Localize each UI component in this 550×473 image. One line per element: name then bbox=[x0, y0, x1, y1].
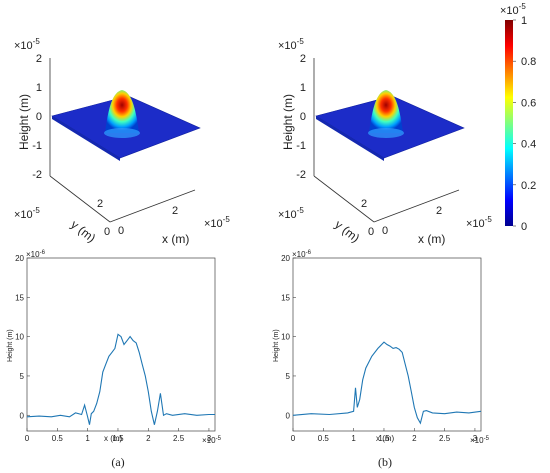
x-label-b: x (m) bbox=[418, 232, 445, 246]
z-tick-a: -2 bbox=[32, 169, 42, 181]
surface-peak-base-b bbox=[368, 128, 404, 138]
x-tick-a: 0 bbox=[118, 225, 124, 237]
x-tick-label-a: 2.5 bbox=[173, 434, 185, 443]
y-tick-a: 0 bbox=[104, 226, 110, 238]
profile-axes-a: 20 15 10 5 0 0 0.5 1 1.5 2 2.5 3 bbox=[15, 254, 216, 443]
y-tick-b: 0 bbox=[368, 226, 374, 238]
x-tick-label-a: 0 bbox=[25, 434, 30, 443]
y-tick-label-a: 20 bbox=[15, 254, 24, 263]
x-tick-b: 2 bbox=[436, 205, 442, 217]
y-tick-label-a: 10 bbox=[15, 333, 24, 342]
caption-b: (b) bbox=[378, 455, 392, 469]
colorbar-tick-label: 0.8 bbox=[521, 56, 536, 68]
z-label-b: Height (m) bbox=[281, 94, 295, 150]
z-exponent-a: ×10-5 bbox=[14, 37, 40, 52]
profile-line-a bbox=[26, 333, 215, 425]
x-tick-label-b: 3 bbox=[473, 434, 478, 443]
x-tick-label-b: 2.5 bbox=[439, 434, 451, 443]
colorbar-exponent: ×10-5 bbox=[500, 2, 526, 17]
x-tick-label-b: 2 bbox=[412, 434, 417, 443]
colorbar-tick-label: 1 bbox=[521, 15, 527, 27]
profile-plot-b: ×10-6 Height (m) x (m) ×10-5 20 15 10 5 0 0 0.… bbox=[273, 250, 490, 445]
x-tick-label-a: 3 bbox=[207, 434, 212, 443]
x-tick-label-a: 0.5 bbox=[52, 434, 64, 443]
y-label-b: y (m) bbox=[332, 217, 362, 245]
plot-frame-a bbox=[26, 257, 216, 432]
x-axis-b bbox=[373, 189, 460, 223]
x-exponent-profile-a: ×10-5 bbox=[202, 436, 222, 445]
profile-axes-b: 20 15 10 5 0 0 0.5 1 1.5 2 2.5 3 bbox=[281, 254, 482, 443]
y-tick-label-b: 0 bbox=[286, 411, 291, 420]
x-tick-label-a: 2 bbox=[146, 434, 151, 443]
z-tick-b: 0 bbox=[300, 111, 306, 123]
colorbar-tick-label: 0.2 bbox=[521, 180, 536, 192]
profile-plot-a: ×10-6 Height (m) x (m) ×10-5 20 15 10 5 0 0 0.… bbox=[7, 250, 222, 445]
y-axis-a bbox=[49, 175, 111, 223]
surface-peak-b bbox=[369, 90, 403, 133]
surface-peak-base-a bbox=[104, 128, 140, 138]
x-exponent-profile-b: ×10-5 bbox=[470, 436, 490, 445]
z-tick-b: -1 bbox=[296, 140, 306, 152]
x-label-profile-b: x (m) bbox=[376, 434, 395, 443]
y-tick-label-a: 0 bbox=[20, 411, 25, 420]
colorbar-gradient bbox=[505, 20, 513, 226]
x-axis-a bbox=[109, 189, 196, 223]
caption-a: (a) bbox=[111, 455, 124, 469]
plot-frame-b bbox=[292, 257, 482, 432]
colorbar-tick-label: 0.4 bbox=[521, 139, 536, 151]
y-axis-b bbox=[313, 175, 375, 223]
y-tick-a: 2 bbox=[97, 198, 103, 210]
z-tick-a: 1 bbox=[36, 82, 42, 94]
y-tick-label-b: 5 bbox=[286, 372, 291, 381]
x-exponent-a: ×10-5 bbox=[204, 215, 230, 230]
colorbar-tick-label: 0 bbox=[521, 221, 527, 233]
y-label-profile-a: Height (m) bbox=[7, 329, 14, 362]
x-tick-b: 0 bbox=[382, 225, 388, 237]
x-tick-label-a: 1 bbox=[85, 434, 90, 443]
z-tick-b: 1 bbox=[300, 82, 306, 94]
colorbar-ticks: 1 0.8 0.6 0.4 0.2 0 bbox=[513, 15, 536, 233]
surface-peak-a bbox=[105, 90, 139, 133]
z-label-a: Height (m) bbox=[17, 94, 31, 150]
z-tick-a: 2 bbox=[36, 53, 42, 65]
x-label-profile-a: x (m) bbox=[104, 434, 123, 443]
x-label-a: x (m) bbox=[162, 232, 189, 246]
surface-edge-a bbox=[52, 116, 120, 161]
x-tick-a: 2 bbox=[172, 205, 178, 217]
z-tick-a: -1 bbox=[32, 140, 42, 152]
x-tick-label-b: 1 bbox=[351, 434, 356, 443]
z-exponent-b: ×10-5 bbox=[278, 37, 304, 52]
y-label-a: y (m) bbox=[68, 217, 98, 245]
y-tick-label-b: 15 bbox=[281, 293, 290, 302]
y-tick-label-a: 15 bbox=[15, 293, 24, 302]
colorbar-tick-label: 0.6 bbox=[521, 97, 536, 109]
z-tick-a: 0 bbox=[36, 111, 42, 123]
y-exponent-b: ×10-5 bbox=[278, 206, 304, 221]
y-tick-label-a: 5 bbox=[20, 372, 25, 381]
y-tick-label-b: 20 bbox=[281, 254, 290, 263]
z-tick-b: 2 bbox=[300, 53, 306, 65]
x-tick-label-b: 1.5 bbox=[378, 434, 390, 443]
profile-line-b bbox=[292, 341, 482, 425]
surface-edge-b bbox=[316, 116, 384, 161]
x-tick-label-b: 0 bbox=[291, 434, 296, 443]
x-tick-label-a: 1.5 bbox=[112, 434, 124, 443]
y-exponent-a: ×10-5 bbox=[14, 206, 40, 221]
y-exponent-profile-b: ×10-6 bbox=[292, 250, 312, 259]
y-exponent-profile-a: ×10-6 bbox=[26, 250, 46, 259]
y-tick-b: 2 bbox=[361, 198, 367, 210]
x-tick-label-b: 0.5 bbox=[318, 434, 330, 443]
surface-plot-a: ×10-5 2 1 0 -1 -2 Height (m) 2 0 ×10-5 y… bbox=[14, 37, 230, 246]
surface-plot-b: ×10-5 2 1 0 -1 -2 Height (m) 2 0 ×10-5 y… bbox=[278, 37, 492, 246]
x-exponent-b: ×10-5 bbox=[466, 215, 492, 230]
y-tick-label-b: 10 bbox=[281, 333, 290, 342]
y-label-profile-b: Height (m) bbox=[273, 329, 280, 362]
colorbar: ×10-5 1 0.8 0.6 0.4 0.2 0 bbox=[500, 2, 536, 233]
z-tick-b: -2 bbox=[296, 169, 306, 181]
